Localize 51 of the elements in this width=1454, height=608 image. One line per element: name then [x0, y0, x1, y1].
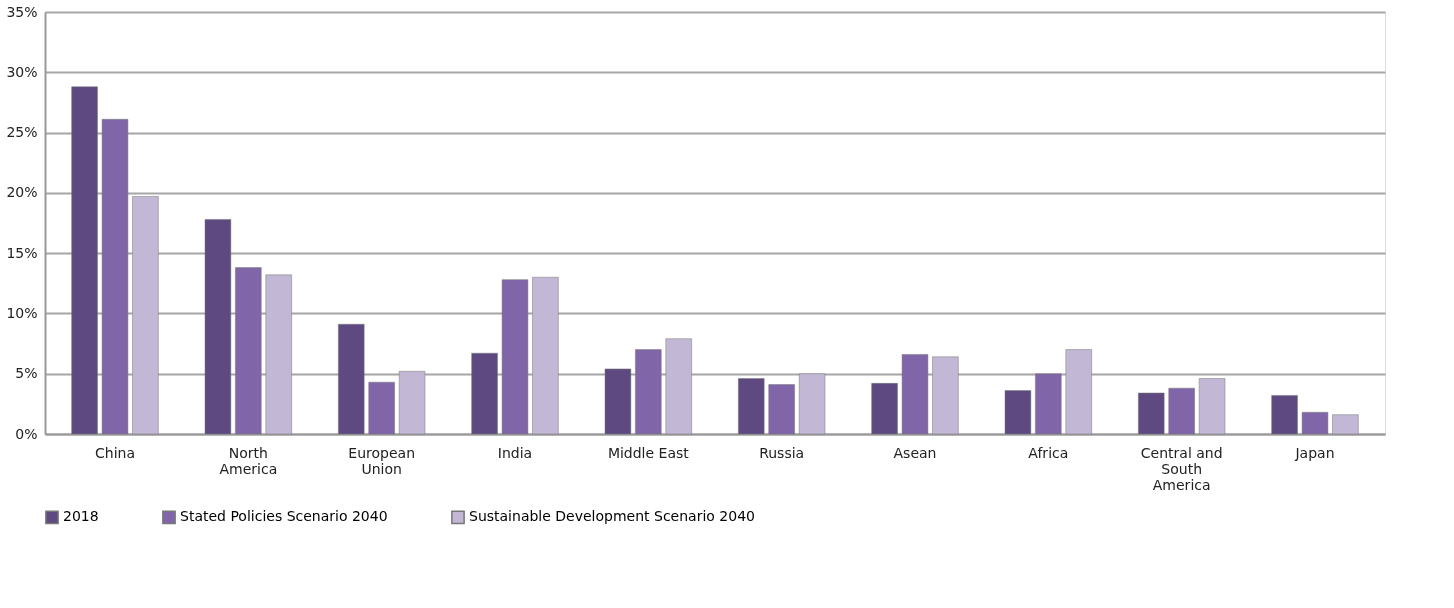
x-tick-label: Asean [893, 444, 937, 461]
bar [738, 378, 765, 435]
bar [665, 338, 692, 435]
bar [932, 356, 959, 435]
y-tick-label: 10% [6, 304, 38, 321]
bar [1301, 412, 1329, 435]
bar [101, 119, 129, 435]
bar [368, 381, 395, 435]
bar [1332, 414, 1359, 435]
x-tick-label: Africa [1028, 444, 1069, 461]
y-tick-label: 35% [6, 3, 38, 20]
y-tick-label: 20% [6, 184, 38, 201]
y-tick-label: 0% [15, 425, 38, 442]
bar [901, 354, 929, 435]
x-tick-label: Russia [759, 444, 805, 461]
legend-label: 2018 [63, 508, 99, 525]
bar [1198, 378, 1226, 435]
bar [1065, 349, 1092, 435]
legend-label: Stated Policies Scenario 2040 [180, 508, 388, 525]
x-tick-label: China [95, 444, 135, 461]
x-tick-label: Japan [1294, 444, 1335, 461]
bar [71, 86, 98, 435]
x-tick-label: European Union [348, 444, 416, 477]
x-tick-label: North America [219, 444, 278, 477]
bar [1271, 395, 1298, 435]
bar [338, 324, 365, 435]
x-tick-label: India [497, 444, 533, 461]
x-tick-label: Central and South America [1140, 444, 1223, 493]
bar [1138, 392, 1165, 435]
bar [1004, 390, 1032, 435]
bar [398, 371, 426, 435]
bar [471, 352, 498, 435]
bar [532, 277, 559, 435]
bar [204, 219, 232, 435]
bar [1168, 387, 1195, 435]
bar [798, 373, 826, 435]
y-tick-label: 30% [6, 63, 38, 80]
y-tick-label: 5% [15, 365, 38, 382]
bar [501, 279, 529, 435]
bar [635, 349, 662, 435]
y-tick-label: 25% [6, 124, 38, 141]
bar [604, 368, 632, 435]
bar [768, 384, 795, 435]
x-tick-label: Middle East [607, 444, 690, 461]
bar [235, 267, 262, 435]
y-tick-label: 15% [6, 244, 38, 261]
bar [132, 196, 159, 435]
bar [871, 383, 898, 435]
legend-label: Sustainable Development Scenario 2040 [469, 508, 755, 525]
bar [265, 274, 292, 435]
bar [1035, 373, 1062, 435]
